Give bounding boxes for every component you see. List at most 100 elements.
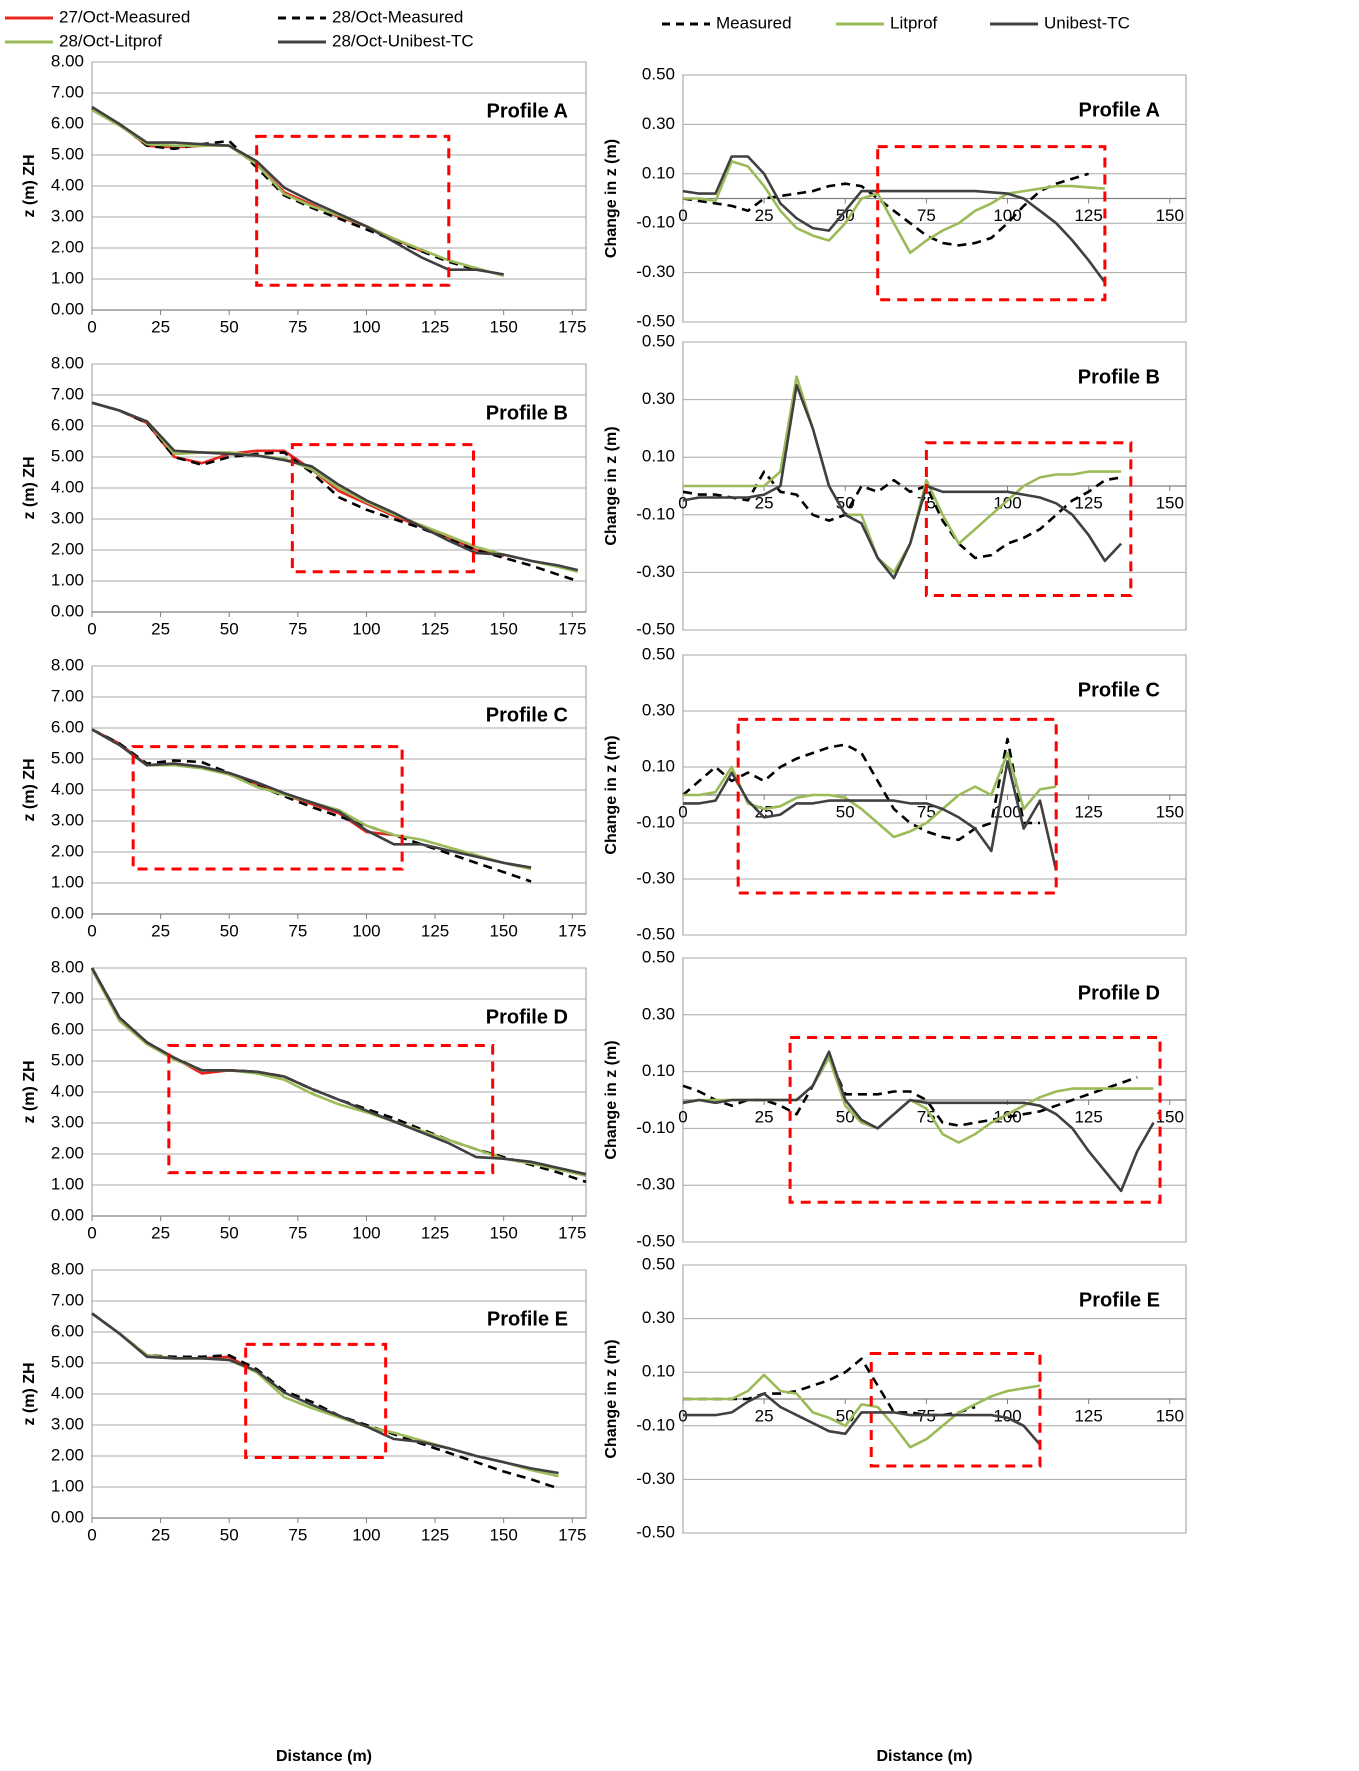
x-tick-label: 50 — [836, 206, 855, 225]
y-tick-label: 0.10 — [642, 756, 675, 775]
x-tick-label: 150 — [1156, 1107, 1184, 1126]
legend-label: Unibest-TC — [1044, 13, 1130, 32]
y-axis-label: z (m) ZH — [21, 758, 38, 821]
x-tick-label: 175 — [558, 1223, 586, 1242]
highlight-box — [869, 1351, 1042, 1468]
x-tick-label: 150 — [489, 619, 517, 638]
y-tick-label: 8.00 — [51, 1259, 84, 1278]
y-tick-label: 6.00 — [51, 1019, 84, 1038]
y-axis-label: Change in z (m) — [603, 139, 620, 258]
x-tick-label: 150 — [489, 1223, 517, 1242]
series-line — [90, 968, 587, 1177]
y-tick-label: 0.00 — [51, 903, 84, 922]
legend-label: 27/Oct-Measured — [59, 7, 190, 26]
x-tick-label: 75 — [288, 317, 307, 336]
chart-panel: 0.00 1.00 2.00 3.00 4.00 5.00 6.00 7.00 8.00 0 25 5… — [21, 353, 587, 638]
y-tick-label: 1.00 — [51, 268, 84, 287]
x-tick-label: 150 — [489, 921, 517, 940]
y-tick-label: 0.10 — [642, 447, 675, 466]
series-line — [91, 107, 477, 271]
y-tick-label: 6.00 — [51, 1321, 84, 1340]
y-tick-label: 2.00 — [51, 539, 84, 558]
y-tick-label: 5.00 — [51, 1352, 84, 1371]
y-tick-label: 8.00 — [51, 51, 84, 70]
x-tick-label: 125 — [1074, 1406, 1102, 1425]
chart-title: Profile E — [487, 1308, 568, 1330]
x-tick-label: 25 — [755, 1107, 774, 1126]
y-axis-label: Change in z (m) — [603, 1339, 620, 1458]
y-tick-label: 5.00 — [51, 1050, 84, 1069]
y-axis-label: Change in z (m) — [603, 426, 620, 545]
x-tick-label: 125 — [421, 1223, 449, 1242]
y-tick-label: 0.10 — [642, 1362, 675, 1381]
series-line — [683, 1373, 1041, 1449]
x-tick-label: 125 — [421, 921, 449, 940]
y-tick-label: -0.50 — [636, 924, 675, 943]
y-tick-label: 4.00 — [51, 1383, 84, 1402]
x-tick-label: 125 — [1074, 206, 1102, 225]
chart-panel: -0.50-0.30-0.100.100.300.500 25 50 75 100 125… — [603, 947, 1187, 1250]
legend-label: 28/Oct-Litprof — [59, 31, 162, 50]
chart-title: Profile B — [486, 402, 568, 424]
y-tick-label: 0.50 — [642, 947, 675, 966]
x-tick-label: 100 — [352, 317, 380, 336]
y-tick-label: 5.00 — [51, 748, 84, 767]
x-axis-label: Distance (m) — [876, 1748, 972, 1765]
chart-title: Profile D — [1078, 982, 1160, 1004]
x-tick-label: 100 — [993, 206, 1021, 225]
chart-panel: -0.50-0.30-0.100.100.300.500 25 50 75 100 125… — [603, 644, 1187, 943]
x-tick-label: 100 — [352, 1223, 380, 1242]
chart-title: Profile B — [1078, 366, 1160, 388]
x-tick-label: 50 — [836, 802, 855, 821]
x-tick-label: 0 — [678, 802, 687, 821]
y-tick-label: 0.30 — [642, 700, 675, 719]
y-tick-label: 0.30 — [642, 114, 675, 133]
y-tick-label: 4.00 — [51, 477, 84, 496]
x-tick-label: 25 — [151, 921, 170, 940]
legend-label: Litprof — [890, 13, 938, 32]
series-line — [682, 155, 1106, 284]
x-tick-label: 75 — [917, 206, 936, 225]
y-tick-label: -0.30 — [636, 1469, 675, 1488]
y-tick-label: 6.00 — [51, 415, 84, 434]
chart-title: Profile D — [486, 1006, 568, 1028]
highlight-box — [788, 1036, 1162, 1204]
x-tick-label: 125 — [1074, 493, 1102, 512]
y-tick-label: -0.30 — [636, 868, 675, 887]
chart-panel: 0.00 1.00 2.00 3.00 4.00 5.00 6.00 7.00 8.00 0 25 5… — [21, 655, 587, 940]
series-line — [90, 967, 587, 1184]
highlight-box — [924, 441, 1133, 597]
y-tick-label: 0.50 — [642, 64, 675, 83]
y-tick-label: 3.00 — [51, 1112, 84, 1131]
x-axis-label: Distance (m) — [276, 1748, 372, 1765]
x-tick-label: 150 — [1156, 493, 1184, 512]
y-tick-label: 0.10 — [642, 163, 675, 182]
x-tick-label: 50 — [220, 317, 239, 336]
y-tick-label: 0.50 — [642, 1254, 675, 1273]
y-tick-label: 0.30 — [642, 1004, 675, 1023]
y-tick-label: 7.00 — [51, 1290, 84, 1309]
y-tick-label: 0.30 — [642, 389, 675, 408]
x-tick-label: 0 — [87, 619, 96, 638]
legend-label: 28/Oct-Measured — [332, 7, 463, 26]
x-tick-label: 175 — [558, 1525, 586, 1544]
y-axis-label: Change in z (m) — [603, 1040, 620, 1159]
y-axis-label: Change in z (m) — [603, 735, 620, 854]
x-tick-label: 75 — [917, 1107, 936, 1126]
x-tick-label: 0 — [87, 317, 96, 336]
y-tick-label: 3.00 — [51, 810, 84, 829]
chart-panel: -0.50-0.30-0.100.100.300.500 25 50 75 100 125… — [603, 331, 1187, 638]
y-tick-label: 0.00 — [51, 1205, 84, 1224]
series-line — [682, 172, 1089, 247]
series-line — [91, 728, 532, 871]
y-tick-label: 3.00 — [51, 206, 84, 225]
series-line — [90, 967, 587, 1176]
x-tick-label: 50 — [220, 921, 239, 940]
y-tick-label: -0.10 — [636, 504, 675, 523]
x-tick-label: 50 — [220, 1223, 239, 1242]
y-tick-label: 2.00 — [51, 841, 84, 860]
y-tick-label: 1.00 — [51, 1174, 84, 1193]
y-tick-label: 1.00 — [51, 570, 84, 589]
y-axis-label: z (m) ZH — [21, 1362, 38, 1425]
y-tick-label: 4.00 — [51, 1081, 84, 1100]
